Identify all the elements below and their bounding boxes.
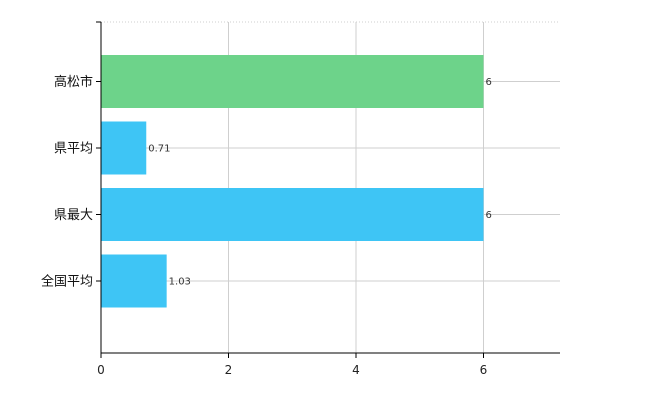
data-label: 0.71 [148, 144, 170, 155]
y-category-label: 県最大 [54, 208, 93, 223]
y-category-label: 全国平均 [41, 274, 93, 290]
y-category-label: 高松市 [54, 74, 93, 90]
x-tick-label: 6 [480, 363, 488, 377]
y-category-label: 県平均 [54, 142, 93, 157]
axes [96, 21, 560, 358]
x-tick-label: 0 [97, 363, 105, 377]
bar [101, 121, 147, 175]
x-tick-label: 4 [352, 363, 360, 377]
bar [101, 55, 484, 108]
data-label: 6 [486, 77, 492, 88]
x-tick-label: 2 [225, 363, 233, 377]
bar [101, 254, 167, 308]
data-label: 6 [486, 210, 492, 221]
data-label: 1.03 [169, 277, 191, 288]
bar [101, 188, 484, 241]
bars [101, 55, 484, 308]
